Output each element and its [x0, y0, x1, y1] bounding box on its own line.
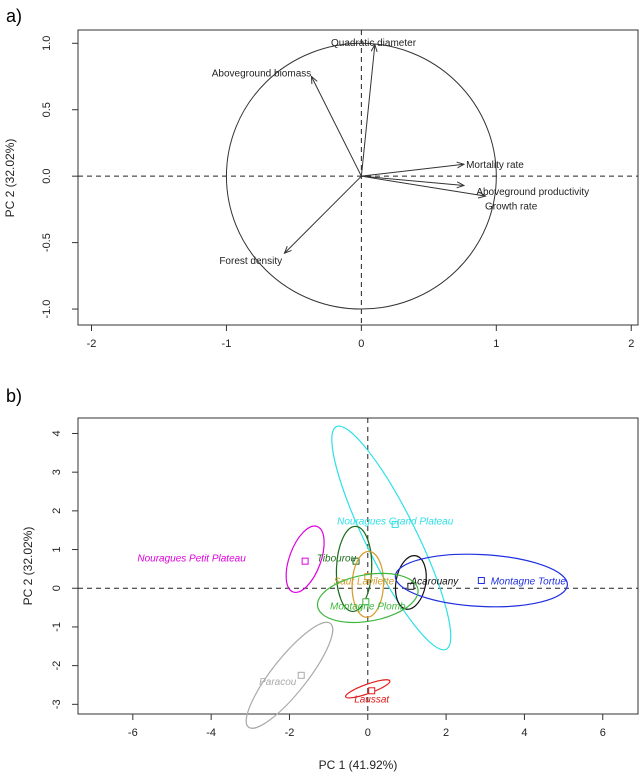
panel-b-xtick-label: -6 [128, 727, 138, 739]
panel-b-ylabel: PC 2 (32.02%) [21, 527, 35, 606]
site-centroid-point [391, 520, 399, 528]
panel-b-xtick-label: 6 [600, 727, 606, 739]
site-centroid-point [368, 687, 376, 695]
panel-b-ytick-label: 0 [51, 585, 63, 591]
loading-vector-arrow [361, 175, 485, 196]
panel-a-ytick-label: 0.5 [41, 102, 53, 117]
site-centroid-point [297, 671, 305, 679]
panel-b-frame [77, 417, 639, 715]
panel-b-ytick-label: 4 [51, 430, 63, 436]
panel-a-ytick-label: -1.0 [41, 300, 53, 319]
loading-vector-arrow [361, 175, 464, 185]
panel-b-xtick-label: 2 [443, 727, 449, 739]
loading-vector-arrow [284, 175, 362, 253]
site-centroid-point [407, 582, 415, 590]
loading-vector-label: Forest density [219, 256, 282, 267]
panel-a-xtick-label: 0 [358, 338, 364, 350]
loading-vector-label: Quadratic diameter [331, 38, 417, 49]
loading-vector-arrow [361, 164, 464, 177]
site-label: Acarouany [409, 577, 459, 588]
site-ellipse [394, 553, 569, 608]
loading-vector-arrow [311, 77, 362, 177]
panel-b-xlabel: PC 1 (41.92%) [319, 758, 398, 772]
site-centroid-point [364, 573, 372, 581]
panel-b-plot: -6 -4 -2 0 2 4 6 -3 -2 -1 0 1 2 3 4 Nouragues Grand Pla… [51, 417, 639, 739]
loading-vector-label: Aboveground productivity [476, 187, 589, 198]
site-ellipse [351, 550, 385, 618]
panel-a-xtick-label: -1 [222, 338, 232, 350]
panel-b-ytick-label: 3 [51, 469, 63, 475]
panel-a-plot: -2 -1 0 1 2 -1.0 -0.5 0.0 0.5 1.0 Quadratic diamet… [41, 29, 639, 350]
site-label: Saut Lavilette [334, 577, 395, 588]
site-label: Laussat [354, 695, 390, 706]
site-ellipse [316, 572, 419, 624]
site-centroid-point [362, 598, 370, 606]
panel-a-ytick-label: 1.0 [41, 36, 53, 51]
panel-a-ytick-label: -0.5 [41, 233, 53, 252]
site-centroid-point [301, 557, 309, 565]
panel-b-xtick-label: -4 [206, 727, 216, 739]
site-ellipse [335, 525, 373, 613]
panel-b-ytick-label: 1 [51, 546, 63, 552]
correlation-circle [225, 42, 497, 310]
panel-a-xtick-label: -2 [87, 338, 97, 350]
panel-a-frame [77, 29, 639, 326]
panel-b-ytick-label: -3 [51, 699, 63, 709]
loading-vector-arrow [360, 45, 374, 177]
panel-b-ytick-label: 2 [51, 508, 63, 514]
panel-a-ytick-label: 0.0 [41, 169, 53, 184]
site-centroid-point [477, 577, 485, 585]
panel-a-xtick-label: 1 [493, 338, 499, 350]
loading-vector-label: Aboveground biomass [212, 69, 312, 80]
panel-a-ylabel: PC 2 (32.02%) [3, 139, 17, 218]
panel-b-xtick-label: 0 [365, 727, 371, 739]
site-label: Paracou [259, 677, 297, 688]
loading-vector-label: Growth rate [485, 201, 538, 212]
panel-b-label: b) [6, 386, 22, 406]
site-label: Tibourou [317, 553, 357, 564]
panel-b-ytick-label: -2 [51, 661, 63, 671]
panel-b-xtick-label: -2 [285, 727, 295, 739]
panel-b-xtick-label: 4 [521, 727, 527, 739]
panel-a-xtick-label: 2 [628, 338, 634, 350]
site-label: Nouragues Grand Plateau [337, 517, 454, 528]
site-label: Montagne Tortue [491, 577, 567, 588]
panel-b-ytick-label: -1 [51, 622, 63, 632]
site-label: Montagne Plomb [330, 602, 406, 613]
site-ellipse [285, 525, 325, 593]
site-ellipse [245, 621, 334, 729]
panel-a-label: a) [6, 6, 22, 26]
site-label: Nouragues Petit Plateau [137, 553, 246, 564]
site-ellipse [331, 425, 452, 651]
loading-vector-label: Mortality rate [466, 160, 524, 171]
